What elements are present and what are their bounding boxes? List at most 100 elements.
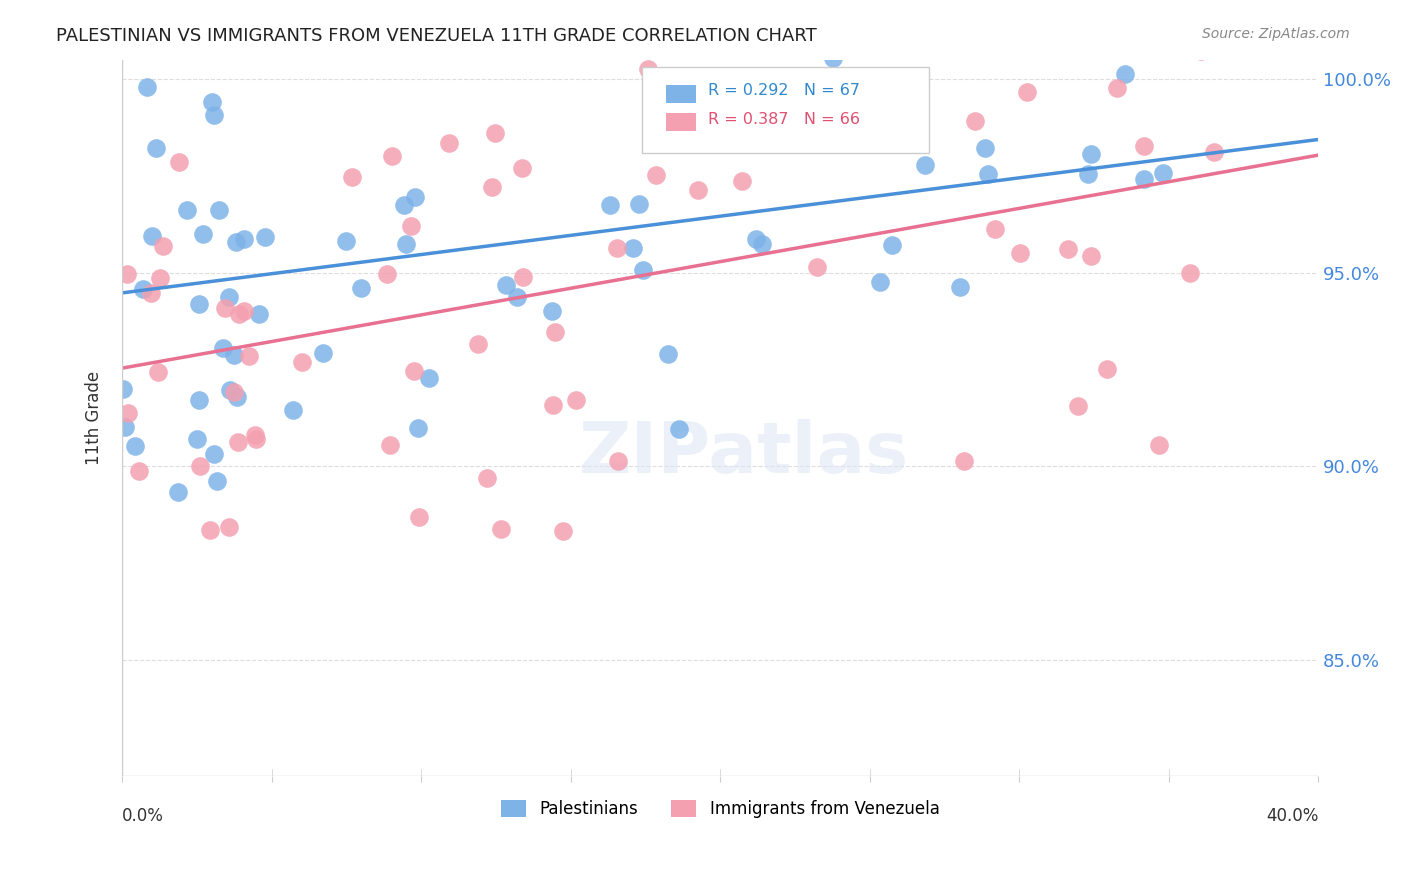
- Point: [202, 447, 225, 461]
- Point: [544, 325, 567, 339]
- Point: [208, 202, 231, 217]
- Point: [226, 390, 249, 404]
- Point: [803, 124, 825, 138]
- Point: [404, 364, 426, 378]
- Point: [198, 523, 221, 537]
- Point: [209, 43, 232, 57]
- Point: [645, 168, 668, 182]
- Point: [378, 438, 401, 452]
- Point: [1180, 266, 1202, 280]
- Point: [188, 459, 211, 474]
- Point: [404, 190, 426, 204]
- Point: [247, 307, 270, 321]
- Y-axis label: 11th Grade: 11th Grade: [86, 371, 103, 465]
- Point: [114, 420, 136, 434]
- Bar: [666, 85, 696, 103]
- Point: [394, 198, 416, 212]
- Point: [312, 345, 335, 359]
- Point: [146, 365, 169, 379]
- Point: [228, 307, 250, 321]
- Point: [226, 434, 249, 449]
- Point: [1132, 139, 1154, 153]
- Point: [399, 219, 422, 233]
- Point: [406, 421, 429, 435]
- Text: Source: ZipAtlas.com: Source: ZipAtlas.com: [1202, 27, 1350, 41]
- Point: [1008, 246, 1031, 260]
- Point: [1080, 249, 1102, 263]
- Point: [606, 453, 628, 467]
- Point: [224, 385, 246, 400]
- Point: [205, 474, 228, 488]
- Point: [869, 275, 891, 289]
- Legend: Palestinians, Immigrants from Venezuela: Palestinians, Immigrants from Venezuela: [494, 793, 946, 825]
- Point: [167, 485, 190, 500]
- Point: [1080, 147, 1102, 161]
- Point: [949, 280, 972, 294]
- Point: [245, 428, 267, 442]
- Point: [953, 454, 976, 468]
- Point: [340, 169, 363, 184]
- Point: [117, 406, 139, 420]
- Point: [176, 203, 198, 218]
- Point: [155, 0, 177, 2]
- Point: [637, 62, 659, 76]
- Point: [628, 197, 651, 211]
- Point: [984, 222, 1007, 236]
- Point: [882, 238, 904, 252]
- Point: [291, 355, 314, 369]
- Bar: [666, 113, 696, 131]
- Point: [214, 0, 236, 7]
- Point: [484, 126, 506, 140]
- Point: [727, 22, 749, 37]
- Point: [381, 149, 404, 163]
- Point: [776, 128, 799, 142]
- Point: [1114, 66, 1136, 80]
- Point: [512, 270, 534, 285]
- Point: [751, 237, 773, 252]
- Point: [335, 234, 357, 248]
- Point: [553, 524, 575, 538]
- Point: [187, 296, 209, 310]
- Point: [884, 123, 907, 137]
- Point: [167, 155, 190, 169]
- Point: [111, 383, 134, 397]
- Point: [633, 262, 655, 277]
- Text: 0.0%: 0.0%: [122, 806, 165, 825]
- Point: [117, 267, 139, 281]
- Point: [489, 522, 512, 536]
- Point: [621, 240, 644, 254]
- Point: [1077, 167, 1099, 181]
- Point: [253, 230, 276, 244]
- Point: [977, 167, 1000, 181]
- Point: [914, 158, 936, 172]
- Point: [481, 179, 503, 194]
- Point: [233, 304, 256, 318]
- Point: [510, 161, 533, 175]
- Point: [218, 520, 240, 534]
- Point: [225, 235, 247, 250]
- Point: [350, 281, 373, 295]
- Point: [375, 268, 398, 282]
- Text: ZIPatlas: ZIPatlas: [579, 419, 910, 488]
- Point: [191, 227, 214, 241]
- Point: [745, 232, 768, 246]
- Point: [214, 301, 236, 316]
- Point: [418, 370, 440, 384]
- Point: [686, 183, 709, 197]
- Point: [186, 433, 208, 447]
- Text: 40.0%: 40.0%: [1265, 806, 1319, 825]
- Point: [821, 52, 844, 66]
- Text: R = 0.292   N = 67: R = 0.292 N = 67: [709, 83, 860, 98]
- Point: [202, 108, 225, 122]
- Text: PALESTINIAN VS IMMIGRANTS FROM VENEZUELA 11TH GRADE CORRELATION CHART: PALESTINIAN VS IMMIGRANTS FROM VENEZUELA…: [56, 27, 817, 45]
- Point: [1067, 399, 1090, 413]
- Point: [232, 232, 254, 246]
- Point: [1202, 145, 1225, 159]
- Point: [408, 509, 430, 524]
- Point: [124, 439, 146, 453]
- Point: [245, 432, 267, 446]
- Point: [222, 348, 245, 362]
- Point: [152, 239, 174, 253]
- Point: [644, 41, 666, 55]
- Point: [963, 114, 986, 128]
